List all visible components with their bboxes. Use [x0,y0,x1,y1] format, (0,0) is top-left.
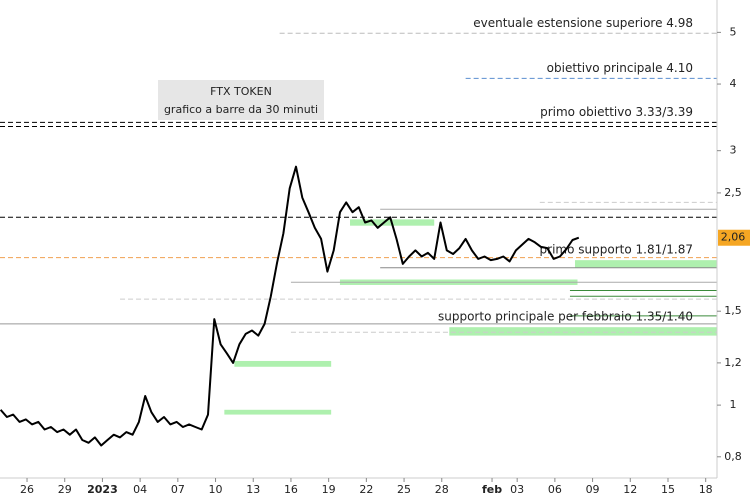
x-tick-label: 26 [20,483,34,496]
x-tick-label: 29 [58,483,72,496]
x-tick-label: 16 [284,483,298,496]
annotation: obiettivo principale 4.10 [547,61,693,75]
x-tick-label: 06 [548,483,562,496]
chart-subtitle: grafico a barre da 30 minuti [164,103,318,116]
last-price-label: 2,06 [721,231,746,244]
support-zone [224,409,332,415]
price-line [0,165,580,447]
support-zone [449,327,717,336]
y-tick-label: 1,5 [724,304,742,317]
x-tick-label: 18 [699,483,713,496]
last-price-box [718,229,750,246]
y-tick-label: 4 [730,77,737,90]
x-tick-label: 28 [435,483,449,496]
support-zone [574,260,717,268]
x-tick-label: 03 [510,483,524,496]
support-zone [234,360,332,367]
annotation: supporto principale per febbraio 1.35/1.… [438,310,693,324]
x-tick-label: 07 [171,483,185,496]
x-tick-label: 2023 [87,483,118,496]
y-tick-label: 3 [730,144,737,157]
y-tick-label: 5 [730,25,737,38]
y-tick-label: 0,8 [724,450,742,463]
x-tick-label: 04 [133,483,147,496]
title-box [158,80,324,120]
x-tick-label: 12 [623,483,637,496]
x-tick-label: 15 [661,483,675,496]
x-tick-label: 22 [359,483,373,496]
annotation: primo obiettivo 3.33/3.39 [540,105,693,119]
x-tick-label: 13 [246,483,260,496]
y-tick-label: 1,2 [724,356,742,369]
y-tick-label: 1 [730,398,737,411]
x-tick-label: 09 [586,483,600,496]
chart-title: FTX TOKEN [210,85,272,98]
y-tick-label: 2,5 [724,186,742,199]
x-tick-label: 19 [322,483,336,496]
x-tick-label: feb [482,483,502,496]
annotation: eventuale estensione superiore 4.98 [473,16,693,30]
x-tick-label: 25 [397,483,411,496]
annotation: primo supporto 1.81/1.87 [540,243,693,257]
x-tick-label: 10 [209,483,223,496]
